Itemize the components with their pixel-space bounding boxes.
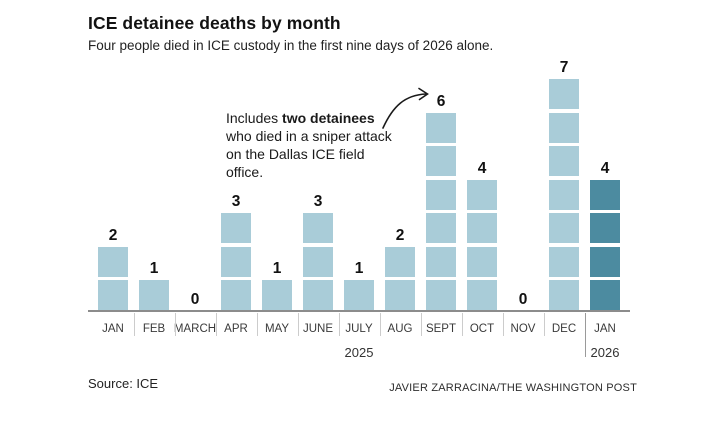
bar-unit-square	[262, 280, 292, 310]
bar-unit-square	[385, 280, 415, 310]
bar-unit-square	[549, 280, 579, 310]
bar-value-label: 4	[600, 159, 610, 177]
year-axis-label: 2026	[590, 345, 620, 360]
annotation-line: who died in a sniper attack	[226, 128, 392, 144]
month-axis-label: DEC	[551, 323, 577, 335]
bar-unit-square	[590, 213, 620, 243]
bar-unit-square	[590, 246, 620, 277]
month-tick	[338, 313, 340, 336]
month-tick	[543, 313, 545, 336]
chart-subtitle: Four people died in ICE custody in the f…	[88, 38, 494, 53]
bar-unit-square	[549, 246, 579, 277]
bar-unit-square	[549, 79, 579, 109]
bar-value-label: 1	[272, 260, 282, 277]
bar-value-label: 2	[395, 226, 405, 244]
bar-unit-square	[98, 280, 128, 310]
month-tick	[461, 313, 463, 336]
month-axis-label: FEB	[142, 323, 166, 335]
bar-unit-square	[221, 280, 251, 310]
month-axis-label: JAN	[102, 323, 124, 335]
credit-byline: JAVIER ZARRACINA/THE WASHINGTON POST	[389, 382, 637, 394]
bar-value-label: 0	[518, 291, 528, 308]
month-tick	[379, 313, 381, 336]
bar-unit-square	[303, 280, 333, 310]
annotation-arrow-icon	[382, 87, 429, 129]
bar-unit-square	[426, 146, 456, 176]
month-tick	[215, 313, 217, 336]
year-axis-label: 2025	[344, 345, 374, 360]
bar-unit-square	[549, 213, 579, 243]
bar-unit-square	[549, 112, 579, 143]
bar-unit-square	[426, 246, 456, 277]
month-axis-label: AUG	[387, 323, 413, 335]
bar-unit-square	[221, 246, 251, 277]
bar-value-label: 4	[477, 159, 487, 177]
month-tick	[133, 313, 135, 336]
chart-title: ICE detainee deaths by month	[88, 13, 341, 33]
month-tick	[420, 313, 422, 336]
bar-value-label: 6	[436, 92, 446, 110]
month-tick	[174, 313, 176, 336]
month-axis-label: JULY	[345, 323, 373, 335]
bar-unit-square	[426, 280, 456, 310]
bar-unit-square	[221, 213, 251, 243]
month-axis-label: JAN	[594, 323, 616, 335]
bar-unit-square	[98, 246, 128, 277]
month-axis-label: MARCH	[173, 323, 217, 335]
bar-unit-square	[426, 213, 456, 243]
bar-value-label: 1	[149, 260, 159, 277]
source-note: Source: ICE	[88, 376, 159, 391]
bar-value-label: 7	[559, 59, 569, 76]
bar-unit-square	[549, 179, 579, 210]
bar-unit-square	[139, 280, 169, 310]
month-tick	[297, 313, 299, 336]
bar-unit-square	[549, 146, 579, 176]
annotation-line: on the Dallas ICE field	[226, 146, 365, 162]
month-axis-label: JUNE	[302, 323, 334, 335]
bar-value-label: 3	[313, 193, 323, 210]
bar-unit-square	[426, 112, 456, 143]
bar-value-label: 3	[231, 193, 241, 210]
bar-unit-square	[426, 179, 456, 210]
month-axis-label: NOV	[510, 323, 536, 335]
month-axis-label: OCT	[469, 323, 495, 335]
month-axis-label: APR	[224, 323, 248, 335]
bar-unit-square	[467, 179, 497, 210]
bar-unit-square	[303, 213, 333, 243]
month-axis-label: SEPT	[425, 323, 457, 335]
bar-unit-square	[303, 246, 333, 277]
annotation-line: Includes two detainees	[226, 110, 375, 126]
annotation-line: office.	[226, 164, 264, 180]
bar-value-label: 2	[108, 226, 118, 244]
month-tick	[502, 313, 504, 336]
bar-unit-square	[467, 280, 497, 310]
year-divider-tick	[584, 313, 586, 357]
bar-unit-square	[344, 280, 374, 310]
bar-unit-square	[590, 179, 620, 210]
bar-unit-square	[467, 246, 497, 277]
bar-unit-square	[467, 213, 497, 243]
month-tick	[256, 313, 258, 336]
month-axis-label: MAY	[264, 323, 290, 335]
bar-unit-square	[385, 246, 415, 277]
bar-unit-square	[590, 280, 620, 310]
bar-value-label: 1	[354, 260, 364, 277]
x-axis-line	[88, 310, 630, 312]
annotation-text: Includes two detainees who died in a snip…	[226, 109, 426, 181]
bar-value-label: 0	[190, 291, 200, 308]
